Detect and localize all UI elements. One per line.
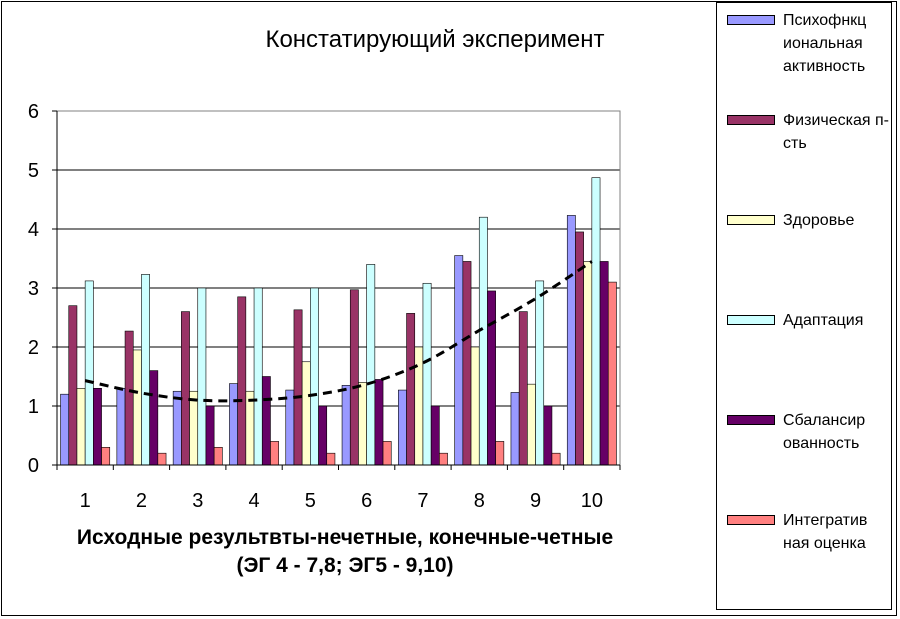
bar	[495, 441, 505, 466]
x-tick-label: 1	[80, 490, 91, 512]
bar	[566, 215, 576, 466]
bar	[270, 441, 279, 466]
legend-swatch	[727, 315, 775, 325]
legend: Психофнкц иональная активность Физическа…	[716, 2, 892, 610]
axes: 0 1 2 3 4 5 6 1 2 3 4 5 6 7 8 9 10	[28, 101, 621, 512]
bar	[310, 287, 319, 466]
x-tick-label: 6	[361, 490, 372, 512]
legend-swatch	[727, 115, 775, 125]
bar	[326, 452, 336, 466]
legend-swatch	[727, 215, 775, 225]
x-tick-label: 9	[530, 490, 541, 512]
y-tick-label: 2	[28, 337, 39, 359]
bar	[487, 290, 496, 466]
bar	[439, 452, 448, 466]
bar	[349, 289, 359, 466]
bar	[607, 281, 617, 466]
bar	[68, 305, 78, 466]
x-axis-label-line-1: Исходные результвты-нечетные, конечные-ч…	[76, 526, 614, 549]
bar	[229, 383, 238, 466]
bar	[261, 376, 271, 466]
bar	[101, 446, 111, 466]
bar	[358, 382, 367, 466]
legend-swatch	[727, 415, 775, 425]
bar	[132, 349, 142, 466]
bars	[60, 177, 617, 466]
bar	[551, 452, 561, 466]
x-tick-label: 2	[136, 490, 147, 512]
x-tick-label: 3	[192, 490, 203, 512]
trendline	[84, 260, 593, 403]
y-tick-label: 3	[28, 278, 39, 300]
legend-label: Физическая п-сть	[783, 112, 889, 152]
y-tick-label: 1	[28, 396, 39, 418]
legend-label: Здоровье	[783, 212, 855, 229]
bar	[599, 261, 609, 466]
bar	[470, 346, 480, 466]
bar	[253, 287, 263, 466]
bar	[293, 309, 303, 466]
bar	[382, 441, 392, 466]
bar	[430, 405, 440, 466]
bar	[422, 282, 432, 466]
bar	[60, 393, 70, 466]
x-axis-label: Исходные результвты-нечетные, конечные-ч…	[20, 524, 670, 580]
legend-swatch	[727, 15, 775, 25]
legend-label: Сбалансир ованность	[783, 412, 866, 452]
bar	[181, 311, 190, 466]
bar	[318, 405, 328, 466]
x-tick-label: 8	[474, 490, 485, 512]
bar	[510, 392, 520, 466]
x-tick-label: 10	[581, 490, 603, 512]
y-tick-label: 4	[28, 219, 39, 241]
bar	[374, 379, 384, 466]
y-tick-label: 6	[28, 101, 39, 123]
bar	[462, 261, 472, 466]
bar	[518, 311, 528, 466]
bar	[124, 330, 134, 466]
bar	[116, 387, 126, 466]
legend-label: Психофнкц иональная активность	[783, 12, 867, 75]
bar	[76, 387, 86, 466]
bar	[285, 389, 295, 466]
bar	[535, 280, 545, 466]
bar	[157, 452, 167, 466]
bar	[406, 313, 416, 466]
x-axis-label-line-2: (ЭГ 4 - 7,8; ЭГ5 - 9,10)	[236, 554, 454, 577]
bar	[93, 387, 102, 466]
bar	[543, 405, 553, 466]
bar	[341, 385, 351, 466]
chart-title: Констатирующий эксперимент	[265, 26, 605, 53]
x-tick-label: 7	[417, 490, 428, 512]
x-tick-label: 5	[305, 490, 316, 512]
bar	[237, 296, 247, 466]
y-tick-label: 5	[28, 160, 39, 182]
bar	[172, 390, 182, 466]
bar	[583, 261, 593, 466]
bar	[197, 287, 207, 466]
trendline-path	[84, 260, 593, 403]
x-tick-label: 4	[248, 490, 259, 512]
bar	[205, 405, 215, 466]
y-tick-label: 0	[28, 455, 39, 477]
bar	[366, 264, 376, 466]
bar	[478, 216, 488, 466]
bar	[245, 390, 255, 466]
bar	[84, 280, 94, 466]
bar	[141, 274, 150, 466]
legend-swatch	[727, 515, 775, 525]
bar	[301, 361, 311, 466]
legend-label: Интегратив ная оценка	[783, 512, 868, 552]
bar	[149, 370, 159, 466]
bar	[189, 390, 199, 466]
bar	[213, 446, 223, 466]
bar	[591, 177, 601, 466]
bar	[454, 255, 464, 466]
legend-label: Адаптация	[783, 312, 864, 329]
bar	[398, 389, 407, 466]
bar	[527, 383, 536, 466]
